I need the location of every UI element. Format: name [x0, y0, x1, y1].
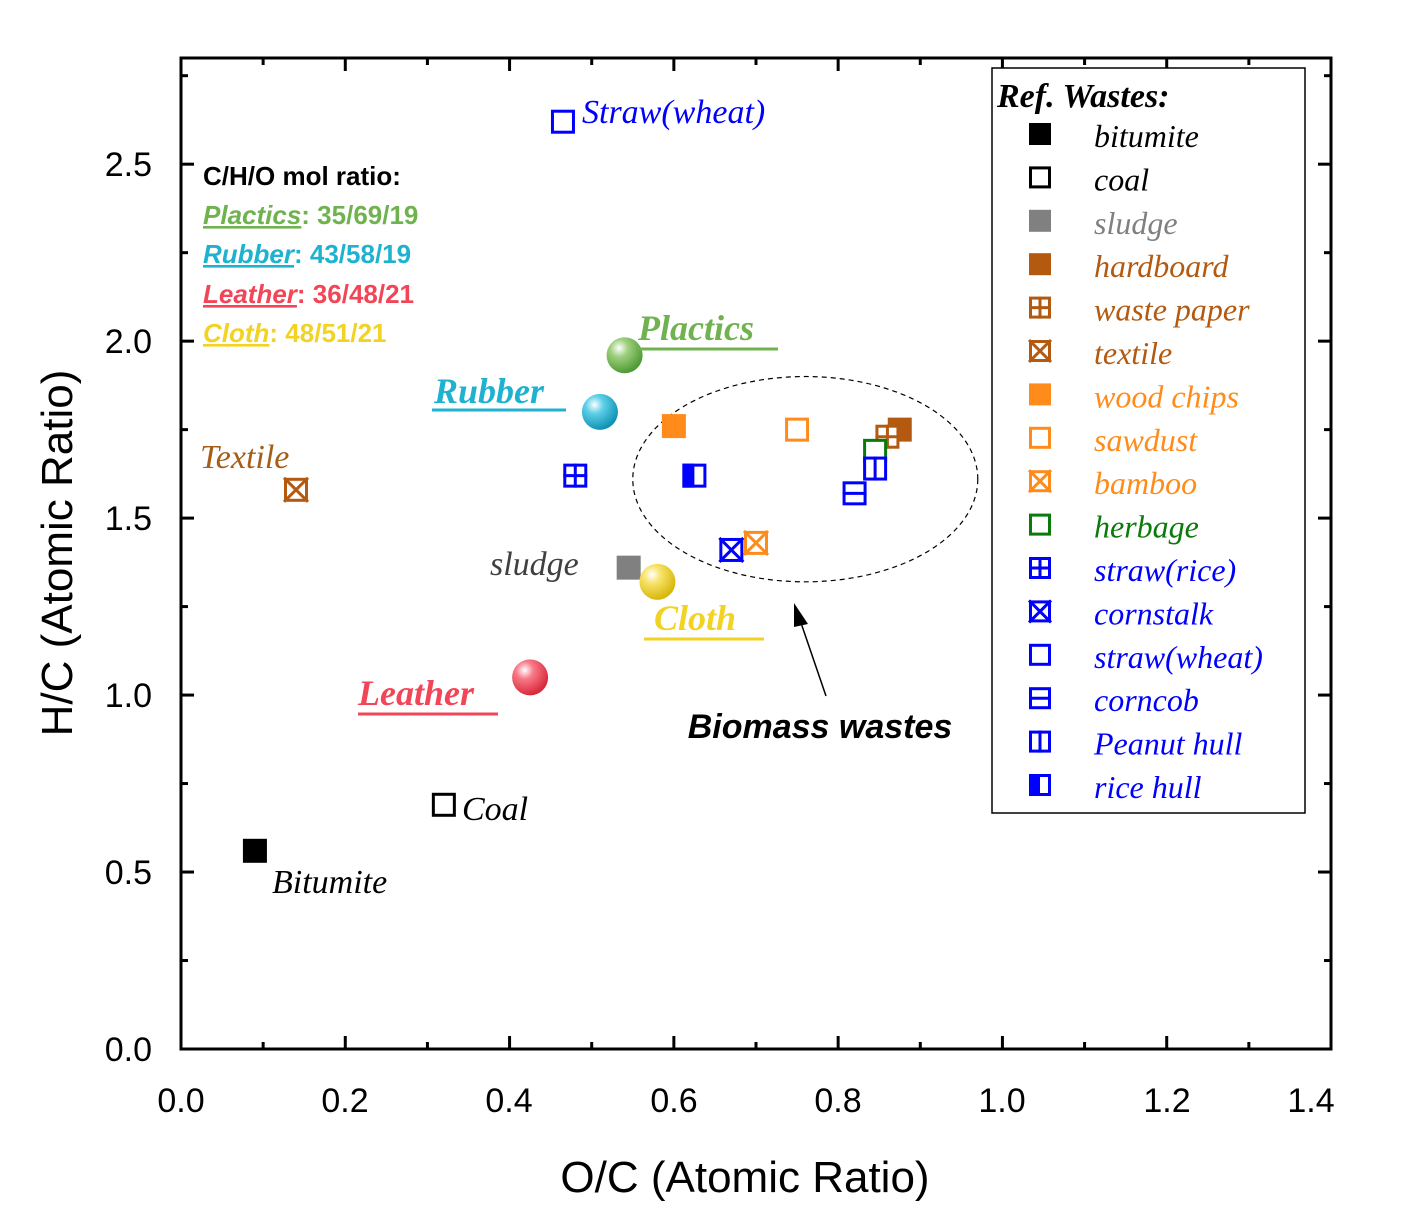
marker-textile	[282, 476, 310, 503]
legend-marker	[1029, 557, 1051, 579]
legend-label: cornstalk	[1094, 595, 1214, 631]
x-tick-label: 1.2	[1143, 1082, 1190, 1120]
legend-marker	[1029, 643, 1051, 666]
marker-coal	[431, 792, 456, 817]
marker-wood-chips	[661, 414, 686, 439]
label-leather: Leather	[357, 673, 475, 713]
legend-marker	[1029, 209, 1051, 232]
study-markers	[512, 337, 676, 696]
legend-label: rice hull	[1094, 769, 1202, 805]
study-labels: Plactics Rubber Cloth Leather	[357, 308, 778, 716]
y-tick-label: 2.0	[105, 323, 152, 361]
y-tick-label: 1.0	[105, 677, 152, 715]
legend-label: Peanut hull	[1093, 726, 1243, 762]
legend-label: corncob	[1094, 682, 1199, 718]
legend-marker	[1027, 599, 1053, 624]
y-tick-label: 2.5	[105, 146, 152, 184]
point-labels: Straw(wheat) Textile sludge Coal Bitumit…	[200, 94, 765, 901]
y-tick-labels: 0.0 0.5 1.0 1.5 2.0 2.5	[105, 146, 152, 1069]
composition-row: Rubber: 43/58/19	[203, 239, 411, 269]
composition-block: C/H/O mol ratio: Plactics: 35/69/19 Rubb…	[203, 161, 418, 348]
marker-bamboo	[742, 529, 770, 556]
x-tick-label: 0.0	[157, 1082, 204, 1120]
x-tick-label: 0.2	[321, 1082, 368, 1120]
legend-label: sludge	[1094, 205, 1178, 241]
legend-marker	[1029, 296, 1051, 319]
composition-row: Cloth: 48/51/21	[203, 318, 387, 348]
composition-row: Leather: 36/48/21	[203, 279, 414, 309]
legend-label: waste paper	[1094, 292, 1250, 328]
sphere-cloth	[639, 563, 676, 600]
y-axis-title: H/C (Atomic Ratio)	[33, 370, 82, 737]
legend-label: wood chips	[1094, 378, 1239, 414]
legend-label: textile	[1094, 335, 1172, 371]
marker-rice-hull	[682, 463, 707, 488]
legend-marker	[1027, 338, 1053, 364]
label-textile: Textile	[200, 439, 289, 476]
legend-marker	[1029, 166, 1051, 189]
marker-straw-wheat-	[550, 109, 575, 134]
biomass-label: Biomass wastes	[688, 708, 953, 746]
marker-bitumite	[242, 838, 267, 863]
marker-straw-rice-	[563, 463, 588, 488]
marker-corncob	[842, 481, 867, 506]
marker-peanut-hull	[863, 456, 888, 481]
biomass-ellipse	[632, 375, 979, 583]
legend-label: herbage	[1094, 509, 1199, 545]
label-straw-wheat: Straw(wheat)	[582, 94, 765, 131]
label-plactics: Plactics	[637, 308, 754, 348]
x-tick-labels: 0.0 0.2 0.4 0.6 0.8 1.0 1.2 1.4	[157, 1082, 1334, 1120]
label-cloth: Cloth	[654, 598, 736, 638]
legend-label: coal	[1094, 161, 1149, 197]
sphere-plactics	[606, 337, 643, 374]
legend: Ref. Wastes: bitumite coal sludge hardboard…	[991, 67, 1306, 814]
legend-marker	[1029, 774, 1051, 796]
composition-row: Plactics: 35/69/19	[203, 200, 418, 230]
legend-label: bamboo	[1094, 465, 1197, 501]
legend-label: sawdust	[1094, 422, 1198, 458]
legend-label: straw(wheat)	[1094, 639, 1263, 675]
legend-marker	[1029, 253, 1051, 276]
x-tick-label: 0.4	[485, 1082, 532, 1120]
x-tick-label: 1.4	[1287, 1082, 1334, 1120]
legend-marker	[1029, 730, 1051, 753]
y-tick-label: 0.5	[105, 854, 152, 892]
y-tick-label: 0.0	[105, 1031, 152, 1069]
legend-marker	[1029, 383, 1051, 406]
biomass-arrow	[794, 603, 827, 697]
legend-label: hardboard	[1094, 248, 1230, 284]
label-coal: Coal	[462, 791, 528, 828]
x-tick-label: 0.8	[814, 1082, 861, 1120]
sphere-rubber	[581, 393, 618, 430]
label-bitumite: Bitumite	[272, 864, 387, 901]
legend-title: Ref. Wastes:	[996, 78, 1170, 115]
y-tick-label: 1.5	[105, 500, 152, 538]
marker-sawdust	[785, 417, 810, 442]
legend-marker	[1029, 123, 1051, 145]
sphere-leather	[512, 659, 549, 696]
marker-sludge	[616, 555, 641, 580]
legend-marker	[1027, 469, 1053, 494]
x-tick-label: 0.6	[650, 1082, 697, 1120]
label-sludge: sludge	[490, 546, 579, 583]
axis-ticks	[179, 58, 1333, 1051]
x-tick-label: 1.0	[978, 1082, 1025, 1120]
legend-marker	[1029, 687, 1051, 710]
label-rubber: Rubber	[433, 371, 545, 411]
composition-title: C/H/O mol ratio:	[203, 161, 401, 191]
x-axis-title: O/C (Atomic Ratio)	[560, 1153, 929, 1202]
legend-marker	[1029, 513, 1051, 536]
legend-label: bitumite	[1094, 118, 1199, 154]
legend-label: straw(rice)	[1094, 552, 1236, 588]
reference-markers	[242, 109, 912, 863]
marker-cornstalk	[718, 536, 745, 564]
legend-marker	[1029, 426, 1051, 449]
